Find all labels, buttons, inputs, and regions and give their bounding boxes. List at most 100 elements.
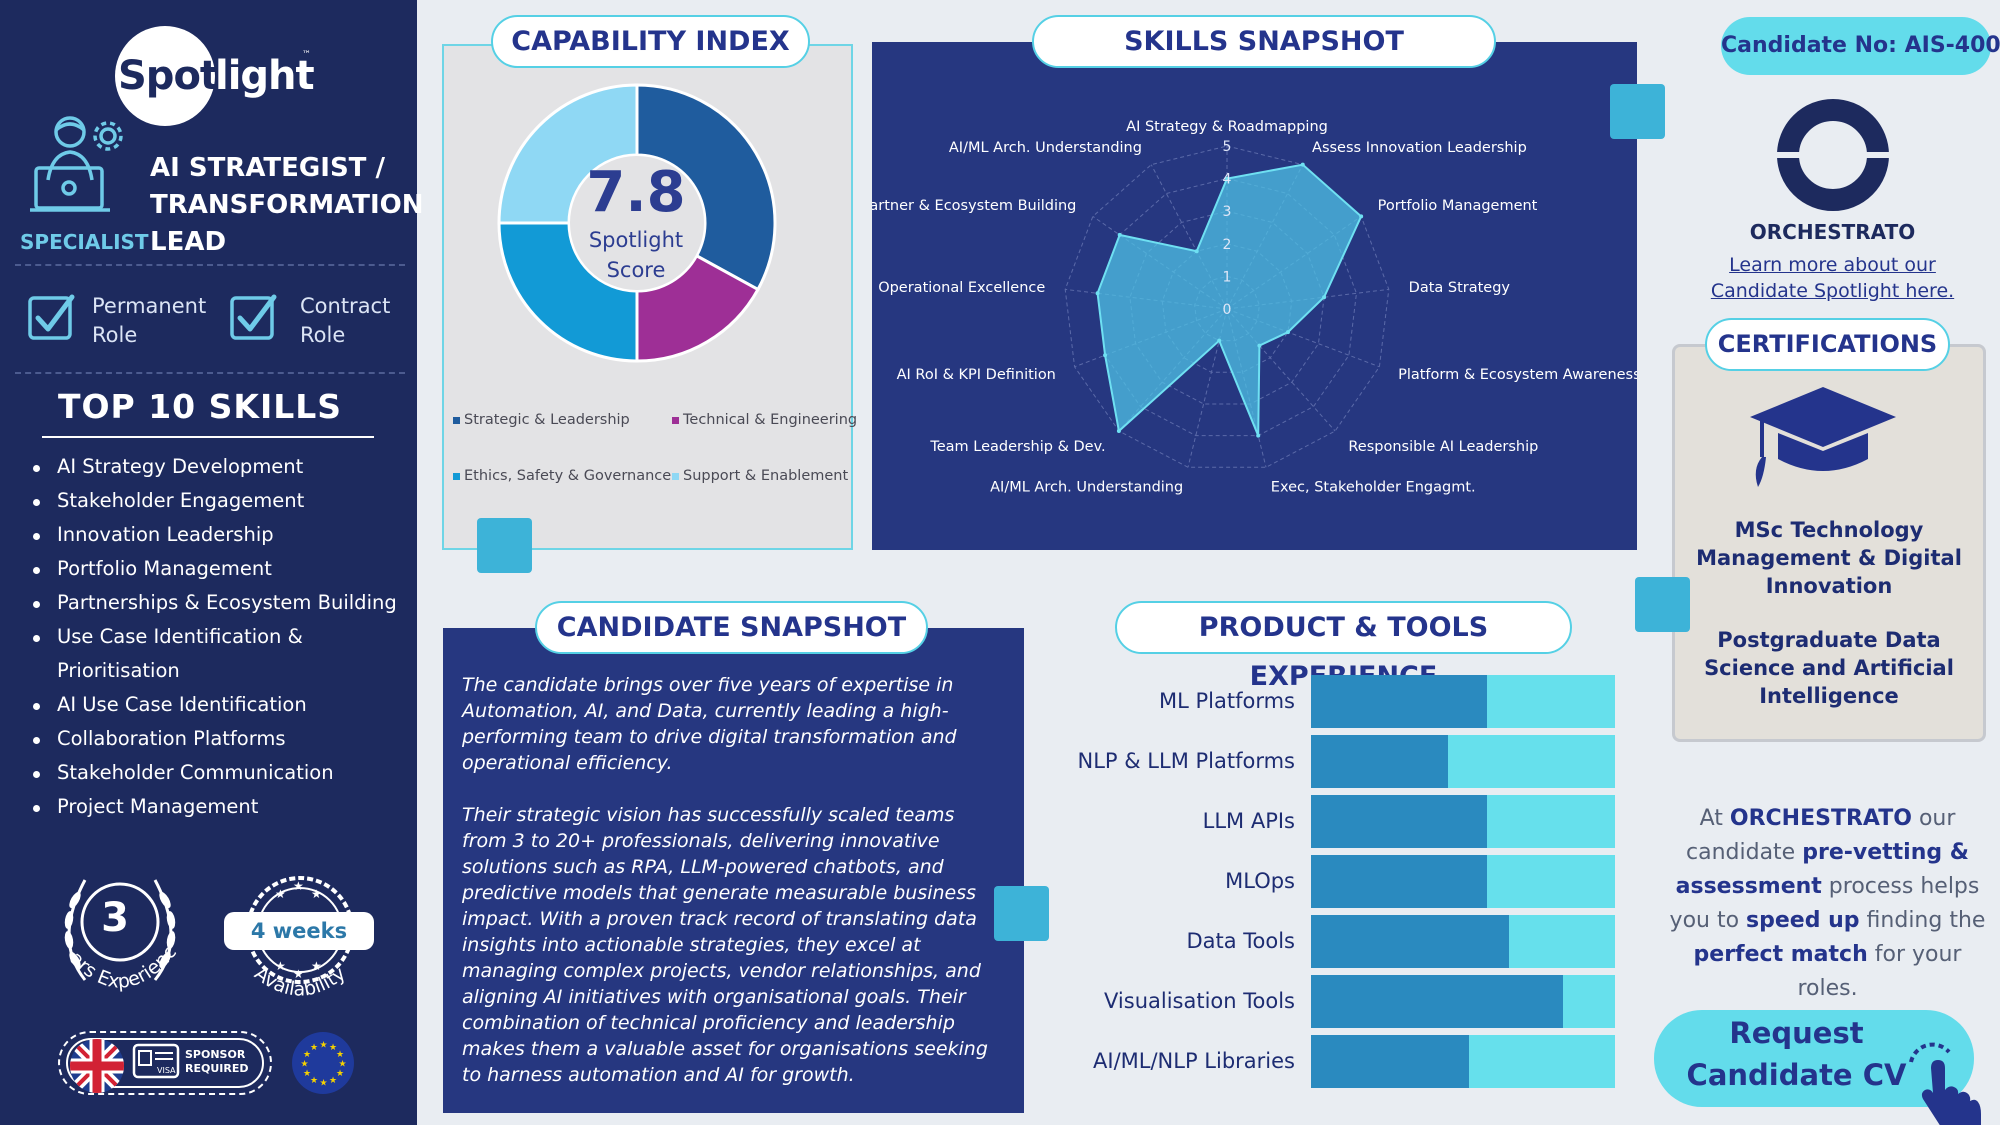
pitch-highlight: perfect match bbox=[1693, 942, 1868, 967]
candidate-number-badge: Candidate No: AIS-4000 bbox=[1721, 17, 2000, 75]
role-type-permanent: Permanent Role bbox=[92, 292, 222, 350]
divider bbox=[15, 264, 405, 266]
request-cv-button[interactable] bbox=[1654, 1010, 1974, 1107]
svg-text:★: ★ bbox=[275, 887, 286, 901]
pitch-highlight: pre-vetting & assessment bbox=[1675, 840, 1969, 899]
role-type-text: Contract Role bbox=[300, 294, 391, 347]
top-skill-item: Stakeholder Communication bbox=[30, 756, 410, 790]
availability-value: 4 weeks bbox=[224, 912, 374, 950]
radar-series-area bbox=[1096, 163, 1363, 436]
tool-bar-fill bbox=[1311, 975, 1564, 1028]
radar-axis-line bbox=[1226, 288, 1389, 310]
passport-visa-icon: VISA bbox=[132, 1043, 180, 1079]
radar-point bbox=[1217, 338, 1222, 343]
radar-scale-label: 1 bbox=[1223, 269, 1232, 285]
candidate-snapshot-panel bbox=[443, 628, 1024, 1113]
radar-axis-label: Responsible AI Leadership bbox=[1348, 439, 1538, 455]
pointer-hand-icon bbox=[1909, 1042, 1981, 1125]
legend-swatch bbox=[672, 416, 679, 424]
radar-axis-line bbox=[1226, 308, 1267, 468]
tool-bar-fill bbox=[1311, 675, 1488, 728]
tool-bar-fill bbox=[1311, 795, 1488, 848]
sponsor-line: SPONSOR bbox=[185, 1048, 246, 1061]
radar-point bbox=[1285, 330, 1290, 335]
eu-star: ★ bbox=[301, 1060, 309, 1070]
pitch-text: process helps you to bbox=[1669, 874, 1980, 933]
eu-star: ★ bbox=[329, 1076, 337, 1086]
top-skill-item: Portfolio Management bbox=[30, 552, 410, 586]
donut-hole bbox=[570, 156, 704, 290]
eu-star: ★ bbox=[329, 1043, 337, 1053]
svg-text:★: ★ bbox=[311, 887, 322, 901]
request-cv-label[interactable]: Request bbox=[1729, 1016, 1864, 1050]
cert-line: Innovation bbox=[1765, 574, 1893, 598]
donut-segment bbox=[497, 221, 639, 363]
top-skill-item: Innovation Leadership bbox=[30, 518, 410, 552]
tool-bar-fill bbox=[1311, 1035, 1470, 1088]
legend-swatch bbox=[672, 472, 679, 480]
top-skill-item: Project Management bbox=[30, 790, 410, 824]
logo-circle bbox=[115, 26, 215, 126]
pitch-text: finding the bbox=[1859, 908, 1986, 933]
link-line[interactable]: Learn more about our bbox=[1729, 254, 1936, 276]
legend-label: Support & Enablement bbox=[683, 468, 849, 484]
pitch-text: for your roles. bbox=[1797, 942, 1962, 1001]
eu-star: ★ bbox=[320, 1079, 328, 1089]
radar-axis-label: Partner & Ecosystem Building bbox=[872, 198, 1076, 214]
radar-axis-label: Portfolio Management bbox=[1378, 198, 1538, 214]
radar-point bbox=[1257, 343, 1262, 348]
role-title-line: TRANSFORMATION bbox=[150, 190, 424, 220]
role-type-text: Permanent Role bbox=[92, 294, 207, 347]
legend-item: Ethics, Safety & Governance bbox=[453, 468, 671, 484]
candidate-snapshot-title: CANDIDATE SNAPSHOT bbox=[535, 601, 928, 654]
svg-text:★: ★ bbox=[311, 959, 322, 973]
radar-point bbox=[1256, 433, 1261, 438]
certification-item: MSc Technology Management & Digital Inno… bbox=[1690, 516, 1968, 600]
role-type-contract: Contract Role bbox=[300, 292, 410, 350]
spotlight-score-label: Score bbox=[606, 258, 666, 282]
tool-bar-fill bbox=[1311, 735, 1448, 788]
checkbox-checked-icon bbox=[230, 294, 277, 340]
capability-title: CAPABILITY INDEX bbox=[491, 15, 810, 68]
request-cv-label[interactable]: Candidate CV bbox=[1686, 1058, 1907, 1092]
tool-label: NLP & LLM Platforms bbox=[1077, 749, 1296, 773]
eu-star: ★ bbox=[336, 1050, 344, 1060]
svg-text:★: ★ bbox=[275, 959, 286, 973]
legend-item: Technical & Engineering bbox=[672, 412, 857, 428]
donut-segment bbox=[635, 253, 760, 363]
svg-text:★: ★ bbox=[293, 967, 304, 981]
tool-bar-fill bbox=[1311, 915, 1509, 968]
orchestrato-logo-icon bbox=[1775, 99, 1891, 211]
radar-scale-label: 3 bbox=[1223, 204, 1232, 220]
tool-label: Data Tools bbox=[1186, 929, 1295, 953]
radar-axis-line bbox=[1187, 308, 1228, 468]
top-skill-item: AI Use Case Identification bbox=[30, 688, 410, 722]
legend-label: Ethics, Safety & Governance bbox=[464, 468, 672, 484]
spotlight-score-value: 7.8 bbox=[586, 160, 686, 225]
visa-badge-inner bbox=[66, 1038, 264, 1088]
decor-square bbox=[1635, 577, 1690, 632]
top-skills-list: AI Strategy Development Stakeholder Engag… bbox=[30, 450, 410, 824]
candidate-paragraph: The candidate brings over five years of … bbox=[462, 674, 957, 774]
divider bbox=[42, 436, 374, 438]
radar-point bbox=[1117, 232, 1122, 237]
candidate-spotlight-link[interactable]: Learn more about our Candidate Spotlight… bbox=[1700, 252, 1965, 304]
decor-square bbox=[1610, 84, 1665, 139]
radar-scale-label: 0 bbox=[1223, 302, 1232, 318]
role-specialist-label: SPECIALIST bbox=[20, 230, 149, 254]
tool-label: LLM APIs bbox=[1202, 809, 1295, 833]
radar-axis-label: Data Strategy bbox=[1409, 280, 1511, 296]
skills-radar-chart: 0 1 2 3 4 5 AI Strategy & Roadmapping Assess In… bbox=[872, 119, 1637, 496]
orchestrato-pitch: At ORCHESTRATO our candidate pre-vetting… bbox=[1660, 802, 1995, 1006]
company-name: ORCHESTRATO bbox=[1749, 220, 1916, 244]
eu-star: ★ bbox=[310, 1043, 318, 1053]
top-skill-item: Collaboration Platforms bbox=[30, 722, 410, 756]
radar-axis-line bbox=[1065, 288, 1228, 310]
radar-scale-label: 2 bbox=[1223, 237, 1232, 253]
legend-swatch bbox=[453, 416, 460, 424]
sponsor-line: REQUIRED bbox=[185, 1062, 249, 1075]
uk-flag-icon bbox=[70, 1039, 124, 1093]
sponsor-required-text: SPONSOR REQUIRED bbox=[185, 1048, 260, 1076]
link-line[interactable]: Candidate Spotlight here. bbox=[1710, 280, 1955, 302]
cert-line: Management & Digital bbox=[1696, 546, 1962, 570]
